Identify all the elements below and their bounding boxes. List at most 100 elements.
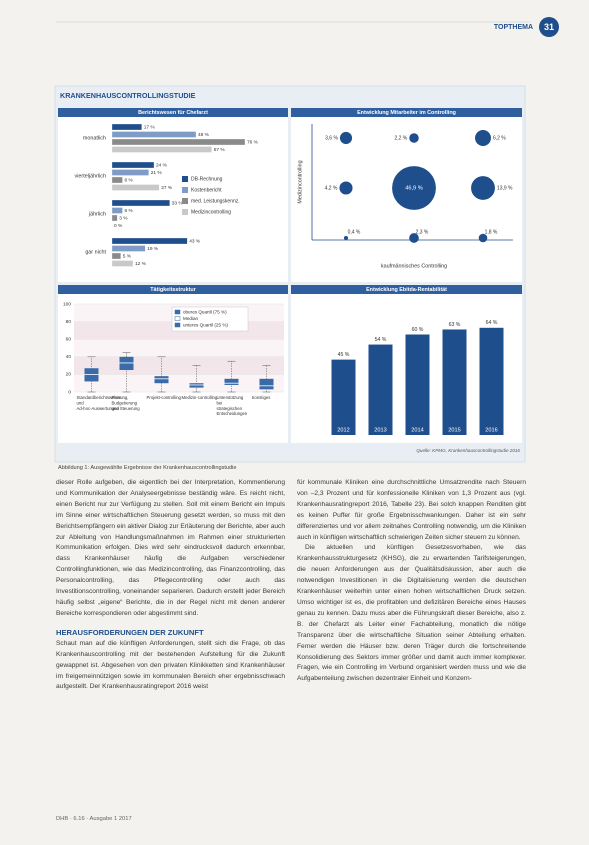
box	[119, 356, 134, 370]
box	[259, 378, 274, 390]
y-tick-label: 60	[66, 336, 72, 342]
value-label: 2,2 %	[394, 135, 407, 141]
value-label: 12 %	[135, 261, 147, 267]
value-label: 45 %	[338, 352, 350, 358]
value-label: 76 %	[247, 140, 259, 146]
bar	[331, 359, 356, 435]
x-tick-label: 2014	[411, 427, 423, 433]
legend-label: oberes Quartil (75 %)	[183, 309, 227, 314]
panel-header	[58, 108, 288, 117]
page-number: 31	[544, 22, 554, 32]
x-tick-label: 2012	[337, 427, 349, 433]
category-label: Unterstützung bei strategischen Entschei…	[217, 395, 248, 416]
y-tick-label: 0	[68, 389, 71, 395]
value-label: 21 %	[151, 170, 163, 176]
bubble	[339, 181, 353, 195]
band	[74, 374, 284, 392]
figure-source: Quelle: KPMG, Krankenhauscontrollingstud…	[416, 448, 520, 453]
x-tick-label: 2013	[374, 427, 386, 433]
panel-title: Entwicklung Mitarbeiter im Controlling	[357, 110, 456, 116]
box	[189, 383, 204, 388]
figure-title: KRANKENHAUSCONTROLLINGSTUDIE	[60, 91, 196, 100]
legend-swatch	[182, 198, 188, 204]
value-label: 6,2 %	[493, 135, 506, 141]
legend-swatch	[174, 322, 181, 328]
bubble	[471, 176, 495, 200]
box	[84, 368, 99, 382]
x-tick-label: 2015	[448, 427, 460, 433]
value-label: 17 %	[144, 125, 156, 131]
legend-label: med. Leistungskennz.	[191, 199, 240, 205]
bar	[111, 214, 118, 222]
category-label: vierteljährlich	[75, 173, 106, 179]
category-label: Standardberichtswesen und Ad-hoc-Auswert…	[77, 395, 123, 411]
footer: DHB · 6.16 · Ausgabe 1 2017	[56, 816, 132, 822]
bar	[111, 260, 134, 267]
bar	[111, 123, 142, 131]
x-tick-label: 2016	[485, 427, 497, 433]
value-label: 6 %	[125, 178, 134, 184]
value-label: 3 %	[119, 216, 128, 222]
panel-title: Berichtswesen für Chefarzt	[138, 110, 208, 116]
legend-swatch	[182, 187, 188, 193]
value-label: 13,9 %	[497, 185, 513, 191]
legend-swatch	[174, 309, 181, 315]
panel-header	[291, 285, 522, 294]
legend-swatch	[182, 176, 188, 182]
value-label: 3,6 %	[325, 135, 338, 141]
box	[224, 378, 239, 385]
category-label: Medizin-controlling	[182, 395, 218, 400]
bubble	[409, 233, 419, 243]
bubble	[475, 130, 491, 146]
value-label: 0 %	[114, 223, 123, 229]
legend-swatch	[174, 316, 181, 321]
value-label: 60 %	[412, 327, 424, 333]
value-label: 2,3 %	[416, 229, 429, 235]
y-tick-label: 40	[66, 354, 72, 360]
bar	[111, 176, 123, 184]
paragraph: Die aktuellen und künftigen Gesetzesvorh…	[297, 544, 526, 683]
paragraph: dieser Rolle aufgeben, die eigentlich be…	[56, 479, 285, 617]
value-label: 24 %	[156, 163, 168, 169]
figure: TOPTHEMA 31 KRANKENHAUSCONTROLLINGSTUDIE…	[54, 17, 559, 463]
bar	[111, 131, 197, 138]
value-label: 19 %	[147, 246, 159, 252]
bubble	[392, 166, 436, 210]
bar	[405, 334, 430, 435]
panel-header	[58, 285, 288, 294]
category-label: jährlich	[88, 211, 106, 217]
panel-title: Tätigkeitsstruktur	[150, 287, 196, 293]
x-axis-label: kaufmännisches Controlling	[381, 263, 447, 269]
y-tick-label: 20	[66, 372, 72, 378]
value-label: 46,9 %	[405, 185, 422, 191]
category-label: Sonstiges	[252, 395, 271, 400]
bubble	[478, 233, 488, 243]
category-label: Planung, Budgetierung und Steuerung	[112, 395, 141, 411]
category-label: monatlich	[83, 135, 106, 141]
section-heading: HERAUSFORDERUNGEN DER ZUKUNFT	[56, 627, 204, 637]
value-label: 5 %	[123, 254, 132, 260]
band	[74, 356, 284, 375]
bubble	[409, 133, 419, 143]
value-label: 63 %	[449, 322, 461, 328]
bar	[111, 199, 170, 207]
column-1: dieser Rolle aufgeben, die eigentlich be…	[56, 478, 285, 693]
paragraph: Schaut man auf die künftigen Anforderung…	[56, 639, 285, 691]
legend-label: Median	[183, 316, 199, 321]
value-label: 48 %	[198, 132, 210, 138]
y-axis-label: Medizincontrolling	[297, 160, 303, 203]
value-label: 64 %	[486, 320, 498, 326]
value-label: 0,4 %	[348, 229, 361, 235]
legend-label: Kostenbericht	[191, 188, 222, 194]
page-badge	[539, 17, 559, 37]
value-label: 33 %	[172, 201, 184, 207]
bar	[111, 146, 212, 153]
bar	[111, 138, 246, 146]
legend-label: Medizincontrolling	[191, 210, 231, 216]
value-label: 54 %	[375, 337, 387, 343]
legend-label: DB-Rechnung	[191, 177, 223, 183]
value-label: 4,2 %	[325, 185, 338, 191]
legend-label: unteres Quartil (25 %)	[183, 322, 228, 327]
bar	[111, 184, 160, 191]
